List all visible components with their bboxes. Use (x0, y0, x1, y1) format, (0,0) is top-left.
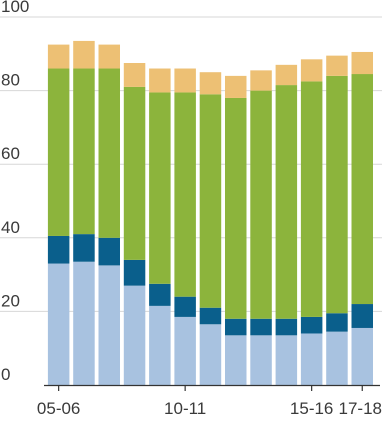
bar-08-09-segment-3 (123, 86, 146, 260)
bar-15-16-segment-1 (300, 333, 323, 385)
bar-15-16-segment-3 (300, 81, 323, 317)
x-tick-label-15-16: 15-16 (290, 399, 333, 418)
x-tick-label-17-18: 17-18 (339, 399, 382, 418)
axes (44, 384, 380, 391)
bar-09-10-segment-2 (149, 283, 171, 306)
bar-05-06-segment-1 (47, 263, 70, 385)
bar-15-16-segment-2 (300, 316, 323, 334)
bar-09-10-segment-4 (149, 68, 171, 93)
bar-15-16-segment-4 (300, 59, 323, 82)
bar-13-14-segment-4 (250, 70, 272, 91)
y-tick-label-0: 0 (1, 365, 10, 384)
bar-07-08-segment-3 (98, 68, 120, 238)
bar-16-17-segment-3 (326, 75, 348, 314)
bar-07-08-segment-4 (98, 44, 120, 69)
bar-11-12-segment-2 (199, 307, 222, 325)
y-tick-label-100: 100 (1, 0, 29, 16)
bar-14-15-segment-4 (275, 64, 298, 86)
bar-16-17-segment-2 (326, 313, 348, 332)
bar-07-08-segment-2 (98, 237, 120, 266)
bar-08-09-segment-2 (123, 259, 146, 286)
bar-10-11-segment-4 (174, 68, 196, 93)
bar-14-15-segment-3 (275, 85, 298, 319)
bar-05-06-segment-3 (47, 68, 70, 236)
bar-13-14-segment-1 (250, 335, 272, 385)
bar-06-07-segment-3 (73, 68, 95, 235)
bar-12-13-segment-3 (225, 97, 247, 319)
bar-08-09-segment-4 (123, 63, 146, 87)
bar-10-11-segment-3 (174, 92, 196, 297)
bar-10-11-segment-1 (174, 316, 196, 385)
bar-11-12-segment-1 (199, 324, 222, 385)
x-tick-label-10-11: 10-11 (164, 399, 206, 418)
bar-12-13-segment-1 (225, 335, 247, 385)
bar-12-13-segment-2 (225, 318, 247, 336)
bar-09-10-segment-1 (149, 305, 171, 385)
bar-17-18-segment-3 (351, 74, 373, 305)
bar-13-14-segment-3 (250, 90, 272, 319)
bar-17-18-segment-4 (351, 51, 373, 75)
bar-10-11-segment-2 (174, 296, 196, 317)
bar-16-17-segment-4 (326, 55, 348, 76)
bar-13-14-segment-2 (250, 318, 272, 336)
bar-09-10-segment-3 (149, 92, 171, 284)
x-tick-label-05-06: 05-06 (37, 399, 80, 418)
bar-14-15-segment-2 (275, 318, 298, 336)
bar-06-07-segment-2 (73, 234, 95, 262)
bar-11-12-segment-4 (199, 72, 222, 95)
bar-06-07-segment-4 (73, 40, 95, 69)
bar-16-17-segment-1 (326, 331, 348, 385)
bar-12-13-segment-4 (225, 75, 247, 98)
bar-17-18-segment-1 (351, 327, 373, 385)
bar-07-08-segment-1 (98, 265, 120, 385)
y-tick-label-80: 80 (1, 71, 20, 90)
bar-14-15-segment-1 (275, 335, 298, 385)
bars (47, 40, 373, 385)
bar-08-09-segment-1 (123, 285, 146, 385)
y-tick-label-20: 20 (1, 291, 20, 310)
bar-17-18-segment-2 (351, 304, 373, 328)
bar-11-12-segment-3 (199, 94, 222, 308)
bar-05-06-segment-2 (47, 235, 70, 264)
bar-05-06-segment-4 (47, 44, 70, 69)
y-tick-label-40: 40 (1, 218, 20, 237)
y-tick-label-60: 60 (1, 144, 20, 163)
bar-06-07-segment-1 (73, 261, 95, 385)
